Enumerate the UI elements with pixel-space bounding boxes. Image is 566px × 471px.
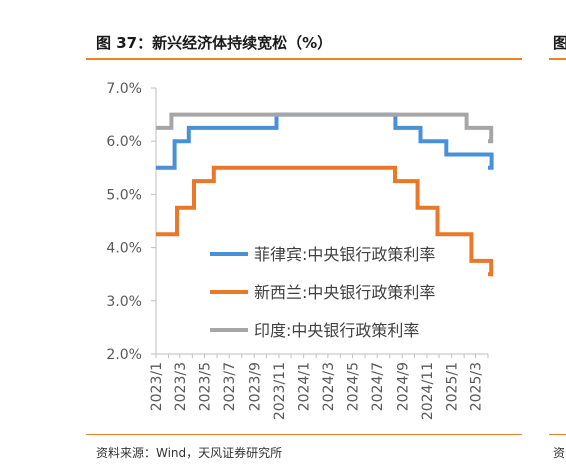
x-tick-label: 2024/9 (395, 362, 411, 411)
legend-label-1: 菲律宾:中央银行政策利率 (254, 245, 435, 264)
series-line-2 (156, 165, 494, 277)
chart-series (156, 112, 494, 277)
chart-axes: 2.0% 3.0% 4.0% 5.0% 6.0% 7.0% 2023/1 2023/3 2023… (106, 81, 489, 420)
legend-label-2: 新西兰:中央银行政策利率 (254, 283, 435, 302)
legend-label-3: 印度:中央银行政策利率 (254, 321, 419, 340)
title-rule (86, 58, 522, 60)
x-tick-label: 2025/1 (445, 362, 461, 411)
x-tick-label: 2024/7 (370, 362, 386, 411)
next-source-fragment: 资 (553, 446, 566, 460)
next-figure-title-fragment: 图 (553, 34, 566, 52)
y-tick-label: 7.0% (106, 81, 142, 97)
source-note: 资料来源：Wind，天风证券研究所 (96, 446, 283, 460)
next-source-rule (549, 434, 566, 435)
x-tick-label: 2024/5 (346, 362, 362, 411)
series-line-1 (156, 112, 494, 170)
y-tick-label: 6.0% (106, 134, 142, 150)
x-tick-label: 2023/1 (149, 362, 165, 411)
x-tick-label: 2023/9 (247, 362, 263, 411)
y-tick-label: 4.0% (106, 241, 142, 257)
y-tick-label: 5.0% (106, 187, 142, 203)
y-tick-label: 2.0% (106, 347, 142, 363)
x-tick-label: 2023/3 (173, 362, 189, 411)
x-tick-label: 2023/7 (222, 362, 238, 411)
series-line-3 (156, 112, 494, 144)
x-tick-label: 2025/3 (468, 362, 484, 411)
x-tick-label: 2023/5 (198, 362, 214, 411)
x-tick-label: 2023/11 (272, 362, 288, 420)
source-rule (86, 434, 522, 435)
next-figure-rule (549, 58, 566, 60)
figure-title: 图 37：新兴经济体持续宽松（%） (96, 34, 333, 52)
y-tick-label: 3.0% (106, 294, 142, 310)
x-tick-label: 2024/1 (297, 362, 313, 411)
x-tick-label: 2024/11 (420, 362, 436, 420)
x-tick-label: 2024/3 (321, 362, 337, 411)
